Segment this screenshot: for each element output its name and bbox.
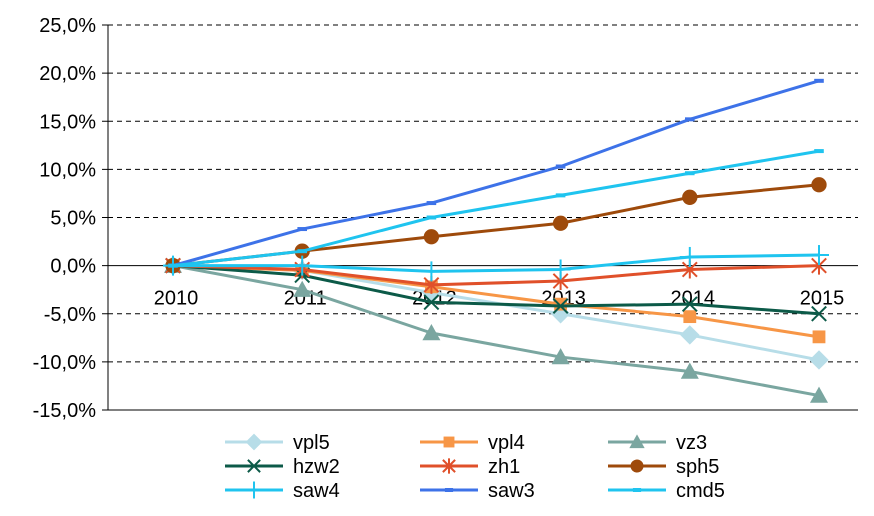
data-point-marker: [293, 280, 312, 297]
legend-label: hzw2: [293, 456, 340, 478]
data-point-marker: [552, 298, 569, 314]
data-point-marker: [812, 330, 826, 344]
y-tick-label: -15,0%: [33, 400, 97, 422]
series-lines: [163, 78, 829, 403]
legend-item-vz3: vz3: [608, 432, 707, 454]
data-point-marker: [629, 434, 645, 449]
legend-label: saw3: [488, 480, 535, 502]
x-tick-label: 2015: [800, 288, 845, 310]
legend-item-zh1: zh1: [420, 456, 520, 478]
data-point-marker: [422, 324, 441, 341]
series-line: [172, 264, 820, 398]
series-line: [173, 253, 820, 273]
series-line: [172, 264, 820, 316]
gridlines: [108, 24, 858, 363]
legend-label: vz3: [676, 432, 707, 454]
data-point-marker: [811, 177, 827, 193]
data-point-marker: [552, 215, 569, 231]
series-line: [172, 264, 820, 287]
data-point-marker: [245, 433, 263, 451]
data-point-marker: [809, 245, 829, 266]
data-point-marker: [809, 350, 829, 370]
series-vz3: [164, 256, 828, 403]
data-point-marker: [681, 296, 698, 313]
data-point-marker: [421, 261, 442, 282]
y-tick-label: -10,0%: [33, 352, 97, 374]
legend-item-sph5: sph5: [608, 456, 719, 478]
data-point-marker: [245, 481, 263, 499]
series-line: [172, 149, 820, 268]
series-sph5: [165, 177, 827, 274]
legend-label: vpl5: [293, 432, 330, 454]
data-point-marker: [683, 310, 697, 324]
legend-label: saw4: [293, 480, 340, 502]
data-point-marker: [423, 229, 440, 245]
y-tick-label: 5,0%: [50, 208, 96, 230]
legend-item-saw4: saw4: [225, 480, 340, 502]
data-point-marker: [679, 246, 700, 267]
legend-label: vpl4: [488, 432, 525, 454]
data-point-marker: [423, 294, 440, 311]
data-point-marker: [443, 436, 455, 448]
y-tick-label: 10,0%: [39, 159, 96, 181]
data-point-marker: [680, 362, 699, 379]
legend-label: sph5: [676, 456, 719, 478]
legend-label: zh1: [488, 456, 520, 478]
data-point-marker: [811, 305, 827, 322]
legend-item-hzw2: hzw2: [225, 456, 340, 478]
y-tick-label: 0,0%: [50, 256, 96, 278]
series-zh1: [165, 256, 827, 294]
x-tick-label: 2010: [154, 288, 199, 310]
data-point-marker: [292, 255, 313, 276]
data-point-marker: [551, 348, 570, 365]
series-saw3: [168, 78, 824, 268]
y-tick-label: 15,0%: [39, 111, 96, 133]
data-point-marker: [550, 259, 571, 280]
legend-item-vpl5: vpl5: [225, 432, 330, 454]
series-cmd5: [168, 149, 824, 268]
legend-item-vpl4: vpl4: [420, 432, 525, 454]
legend-label: cmd5: [676, 480, 725, 502]
legend: vpl5 vpl4 vz3 hzw2 zh1 sph5 saw4 saw3 cmd5: [225, 432, 725, 502]
legend-item-cmd5: cmd5: [608, 480, 725, 502]
y-tick-label: 20,0%: [39, 63, 96, 85]
data-point-marker: [680, 325, 700, 345]
data-point-marker: [554, 297, 567, 311]
tick-labels: 25,0% 20,0% 15,0% 10,0% 5,0% 0,0% -5,0% -10,0% -…: [33, 15, 845, 422]
series-line: [172, 79, 820, 268]
data-point-marker: [810, 386, 828, 403]
legend-item-saw3: saw3: [420, 480, 535, 502]
series-line: [172, 264, 820, 339]
data-point-marker: [630, 459, 644, 473]
data-point-marker: [247, 459, 261, 473]
data-point-marker: [682, 189, 698, 205]
series-saw4: [163, 245, 829, 282]
y-tick-label: -5,0%: [44, 304, 96, 326]
y-tick-label: 25,0%: [39, 15, 96, 37]
data-point-marker: [442, 458, 456, 474]
